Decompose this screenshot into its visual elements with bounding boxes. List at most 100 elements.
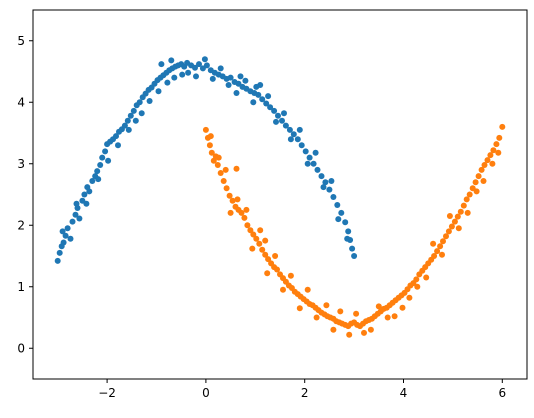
data-point xyxy=(351,253,358,259)
data-point xyxy=(56,249,63,256)
data-point xyxy=(454,213,461,220)
data-point xyxy=(242,77,249,84)
x-tick-label: −2 xyxy=(98,386,116,400)
data-point xyxy=(60,239,67,246)
data-point xyxy=(95,176,102,183)
data-point xyxy=(489,160,496,167)
data-point xyxy=(201,56,208,63)
data-point xyxy=(361,329,367,336)
data-point xyxy=(249,245,256,252)
data-point xyxy=(168,57,175,64)
data-point xyxy=(99,154,106,161)
data-point xyxy=(234,196,241,203)
data-point xyxy=(281,110,287,117)
data-point xyxy=(259,246,266,253)
data-point xyxy=(443,233,449,240)
data-point xyxy=(207,133,214,140)
data-point xyxy=(209,75,216,82)
data-point xyxy=(334,202,341,208)
data-point xyxy=(353,310,360,317)
data-point xyxy=(294,136,301,143)
data-point xyxy=(102,148,109,155)
data-point xyxy=(267,104,274,111)
data-point xyxy=(287,272,294,279)
data-point xyxy=(345,228,352,235)
data-point xyxy=(192,64,198,71)
data-point xyxy=(484,157,491,164)
data-point xyxy=(367,326,374,333)
data-point xyxy=(414,283,421,290)
data-point xyxy=(338,209,345,216)
data-point xyxy=(440,238,446,245)
data-point xyxy=(439,251,445,258)
data-point xyxy=(286,126,293,133)
data-point xyxy=(223,185,230,192)
data-point xyxy=(155,88,162,95)
data-point xyxy=(430,240,437,247)
data-point xyxy=(227,74,234,81)
data-point xyxy=(257,227,264,234)
data-point xyxy=(302,148,309,155)
data-point xyxy=(179,71,186,78)
data-point xyxy=(262,251,269,258)
data-point xyxy=(72,211,79,218)
data-point xyxy=(241,214,248,221)
data-point xyxy=(298,142,305,149)
data-point xyxy=(67,235,74,242)
data-point xyxy=(375,303,382,310)
x-tick-label: 2 xyxy=(301,386,309,400)
data-point xyxy=(495,149,502,156)
data-point xyxy=(233,90,240,96)
y-tick-label: 4 xyxy=(17,95,25,109)
data-point xyxy=(196,61,202,68)
data-point xyxy=(310,160,317,167)
data-point xyxy=(244,222,251,229)
x-tick-label: 0 xyxy=(202,386,210,400)
data-point xyxy=(247,227,254,234)
data-point xyxy=(320,184,327,191)
data-point xyxy=(330,194,337,200)
data-point xyxy=(273,118,279,125)
data-point xyxy=(263,100,270,107)
data-point xyxy=(86,188,93,195)
data-point xyxy=(290,131,297,138)
data-point xyxy=(473,188,480,195)
data-point xyxy=(121,122,128,129)
data-point xyxy=(89,178,96,184)
x-tick-label: 4 xyxy=(400,386,408,400)
data-point xyxy=(478,166,485,173)
data-point xyxy=(62,232,69,239)
data-point xyxy=(448,223,455,230)
data-point xyxy=(185,69,192,76)
data-point xyxy=(312,149,319,156)
data-point xyxy=(463,196,470,203)
data-point xyxy=(437,243,444,250)
data-point xyxy=(115,142,121,149)
data-point xyxy=(406,294,413,301)
data-point xyxy=(272,253,279,259)
data-point xyxy=(326,186,333,193)
data-point xyxy=(446,213,453,219)
data-point xyxy=(346,331,353,338)
data-point xyxy=(282,122,289,129)
y-tick-label: 3 xyxy=(17,157,25,171)
data-point xyxy=(253,83,260,90)
data-point xyxy=(337,308,344,315)
data-point xyxy=(431,253,438,259)
data-point xyxy=(105,157,112,164)
data-point xyxy=(69,218,76,225)
data-point xyxy=(94,168,101,175)
data-point xyxy=(399,304,406,311)
y-axis: 0 1 2 3 4 5 xyxy=(17,34,33,355)
data-point xyxy=(271,107,278,114)
data-point xyxy=(256,240,263,247)
x-axis: −2 0 2 4 6 xyxy=(98,379,506,400)
data-point xyxy=(460,202,467,209)
data-point xyxy=(304,286,311,293)
data-point xyxy=(73,200,80,207)
points-layer xyxy=(54,56,506,338)
data-point xyxy=(132,117,139,124)
data-point xyxy=(335,216,342,223)
